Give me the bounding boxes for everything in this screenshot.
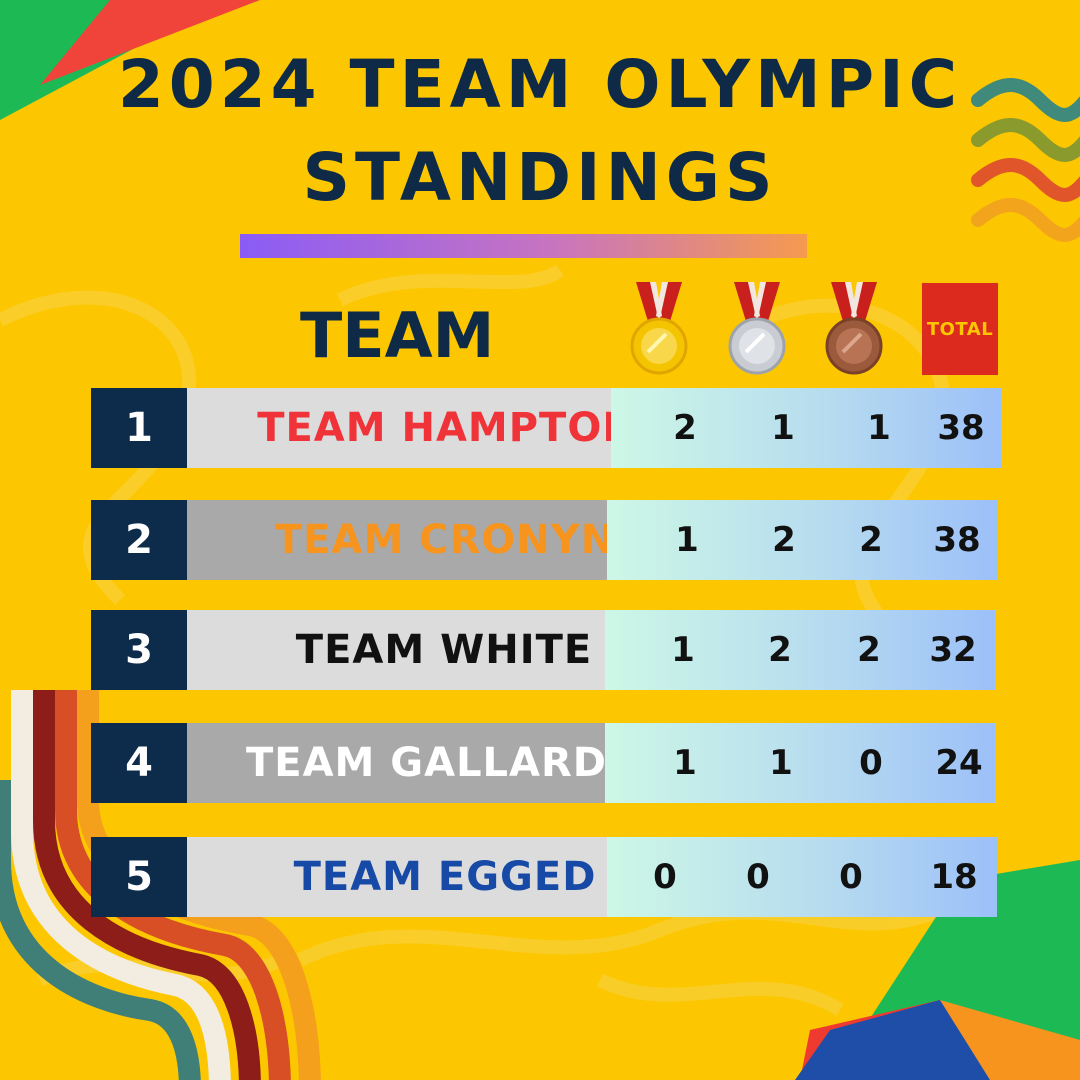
corner-blue-shape	[795, 1000, 1000, 1080]
silver-count: 2	[768, 630, 792, 670]
bronze-count: 1	[867, 408, 891, 448]
bronze-count: 2	[859, 520, 883, 560]
title-line-2: STANDINGS	[302, 139, 778, 216]
total-points: 24	[935, 743, 983, 783]
medal-stats: 2 1 1 38	[611, 388, 1001, 468]
rank-number: 1	[91, 388, 187, 468]
total-points: 32	[929, 630, 977, 670]
silver-count: 1	[769, 743, 793, 783]
medal-stats: 1 1 0 24	[605, 723, 995, 803]
title-underline	[240, 234, 807, 258]
total-points: 18	[930, 857, 978, 897]
corner-red-triangle	[40, 0, 260, 85]
rank-number: 5	[91, 837, 187, 917]
gold-count: 1	[673, 743, 697, 783]
total-points: 38	[933, 520, 981, 560]
gold-count: 0	[653, 857, 677, 897]
medal-stats: 1 2 2 32	[605, 610, 995, 690]
medal-stats: 0 0 0 18	[607, 837, 997, 917]
gold-count: 2	[673, 408, 697, 448]
team-column-header: TEAM	[300, 299, 495, 372]
silver-count: 2	[772, 520, 796, 560]
bronze-count: 0	[859, 743, 883, 783]
medal-stats: 1 2 2 38	[607, 500, 997, 580]
title-line-1: 2024 TEAM OLYMPIC	[117, 46, 963, 123]
gold-count: 1	[675, 520, 699, 560]
silver-count: 1	[771, 408, 795, 448]
silver-medal-icon	[728, 282, 786, 375]
total-points: 38	[937, 408, 985, 448]
gold-medal-icon	[630, 282, 688, 375]
silver-count: 0	[746, 857, 770, 897]
rank-number: 2	[91, 500, 187, 580]
bronze-medal-icon	[825, 282, 883, 375]
rank-number: 4	[91, 723, 187, 803]
bronze-count: 2	[857, 630, 881, 670]
wave-lines	[971, 78, 1080, 242]
bronze-count: 0	[839, 857, 863, 897]
gold-count: 1	[671, 630, 695, 670]
rank-number: 3	[91, 610, 187, 690]
track-lanes	[0, 690, 321, 1080]
corner-orange-shape	[940, 1000, 1080, 1080]
total-column-badge: TOTAL	[922, 283, 998, 375]
